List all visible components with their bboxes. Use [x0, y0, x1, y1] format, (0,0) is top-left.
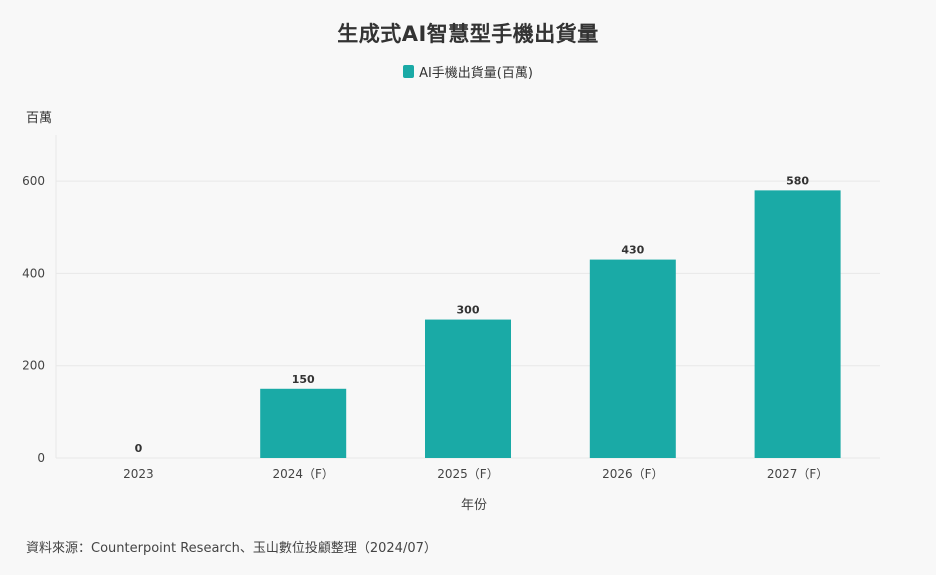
bar [589, 259, 676, 458]
source-note: 資料來源：Counterpoint Research、玉山數位投顧整理（2024… [26, 541, 437, 556]
bar-value-label: 150 [292, 373, 315, 386]
bar [260, 388, 347, 458]
x-tick-label: 2024（F） [272, 467, 333, 481]
bar [754, 190, 841, 458]
y-tick-label: 400 [22, 266, 45, 280]
y-tick-label: 600 [22, 174, 45, 188]
x-tick-label: 2026（F） [602, 467, 663, 481]
x-tick-label: 2027（F） [767, 467, 828, 481]
bar-value-label: 580 [786, 174, 809, 187]
bar [425, 319, 511, 458]
x-tick-label: 2025（F） [437, 467, 498, 481]
legend[interactable]: AI手機出貨量(百萬) [0, 62, 936, 81]
legend-label: AI手機出貨量(百萬) [419, 66, 533, 81]
y-axis-unit-label: 百萬 [26, 111, 53, 126]
bar-value-label: 300 [457, 304, 480, 317]
legend-swatch [403, 65, 415, 78]
x-axis-title: 年份 [461, 498, 487, 513]
x-tick-label: 2023 [123, 467, 154, 481]
y-tick-label: 0 [37, 451, 45, 465]
bar-value-label: 430 [621, 244, 644, 257]
bar-value-label: 0 [135, 442, 143, 455]
y-tick-label: 200 [22, 359, 45, 373]
chart-title: 生成式AI智慧型手機出貨量 [337, 22, 599, 46]
